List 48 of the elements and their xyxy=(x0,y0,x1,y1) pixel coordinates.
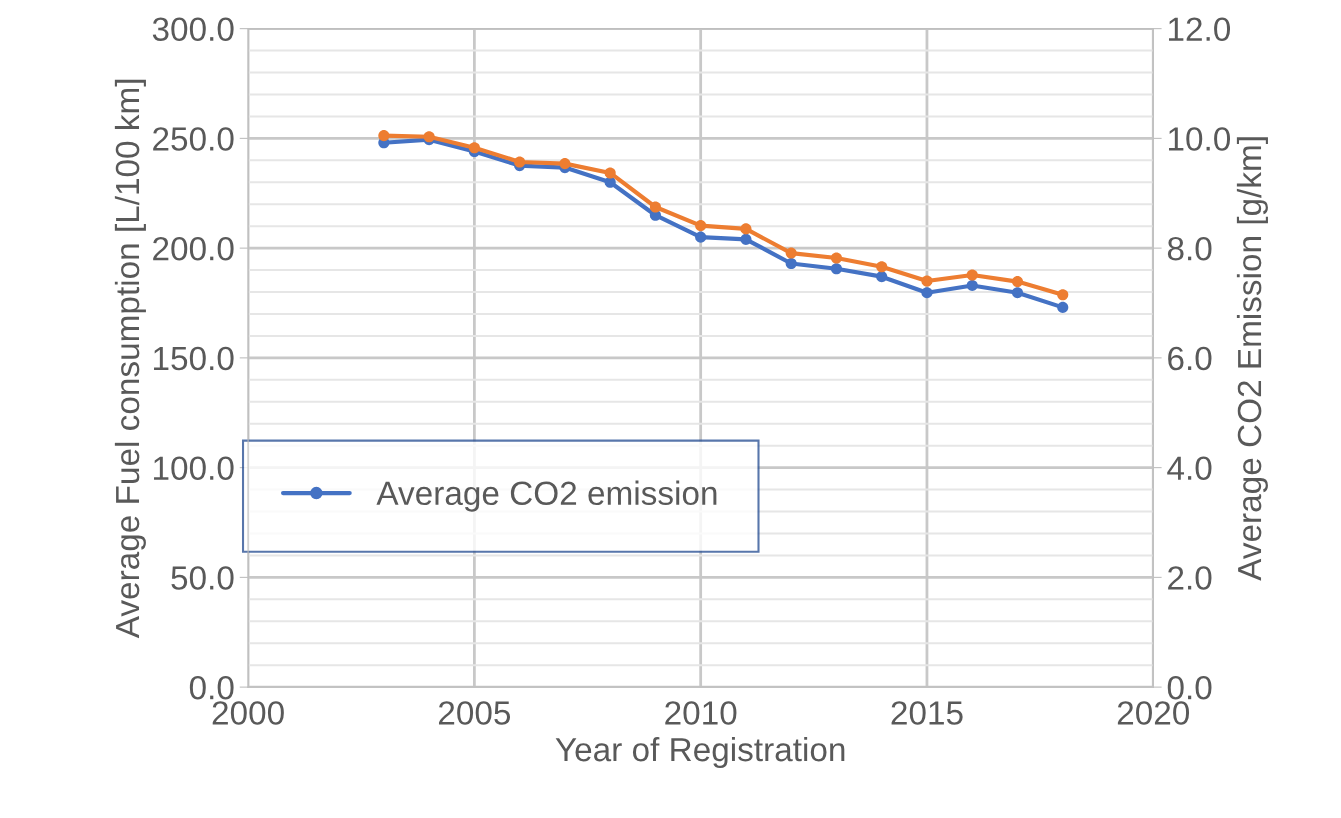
point xyxy=(1057,301,1069,313)
x-tick-label: 2000 xyxy=(212,701,284,725)
y-tick-label: 0.0 xyxy=(189,675,234,700)
y-axis-title: Average Fuel consumption [L/100 km] xyxy=(114,79,146,639)
y2-tick-label: 2.0 xyxy=(1168,566,1212,590)
point xyxy=(966,269,978,281)
x-tick-label: 2010 xyxy=(665,701,737,725)
point xyxy=(468,142,480,154)
y2-tick-label: 8.0 xyxy=(1167,236,1212,261)
point xyxy=(740,223,752,235)
point xyxy=(830,252,842,264)
point xyxy=(966,279,978,291)
y-tick-label: 100.0 xyxy=(154,456,234,481)
legend-label: Average CO2 emission xyxy=(376,480,717,512)
point xyxy=(378,130,390,142)
point xyxy=(921,275,933,287)
point xyxy=(604,167,616,179)
y2-tick-label: 12.0 xyxy=(1169,17,1231,42)
point xyxy=(740,233,752,245)
y2-tick-label: 4.0 xyxy=(1167,456,1212,481)
point xyxy=(785,247,797,259)
y2-axis-title: Average CO2 Emission [g/km] xyxy=(1236,137,1268,581)
point xyxy=(649,201,661,213)
point xyxy=(876,271,888,283)
point xyxy=(785,257,797,270)
point xyxy=(921,287,933,299)
y2-tick-label: 0.0 xyxy=(1167,675,1212,700)
point xyxy=(695,220,707,232)
point xyxy=(830,263,842,275)
point xyxy=(559,158,571,170)
y-tick-label: 200.0 xyxy=(153,236,234,261)
point xyxy=(514,156,526,168)
point xyxy=(1011,276,1024,288)
y-tick-label: 150.0 xyxy=(154,346,234,371)
y-tick-label: 50.0 xyxy=(171,566,234,590)
x-axis-title: Year of Registration xyxy=(555,736,845,769)
point xyxy=(604,176,616,188)
y2-tick-label: 10.0 xyxy=(1169,127,1231,151)
x-tick-label: 2015 xyxy=(891,701,963,725)
x-tick-label: 2020 xyxy=(1117,701,1190,725)
point xyxy=(695,231,707,243)
y2-tick-label: 6.0 xyxy=(1168,346,1212,371)
x-tick-label: 2005 xyxy=(438,701,511,725)
point xyxy=(1057,289,1069,301)
y-tick-label: 250.0 xyxy=(153,127,234,151)
point xyxy=(876,261,888,273)
y-tick-label: 300.0 xyxy=(152,17,234,42)
point xyxy=(1011,287,1024,299)
